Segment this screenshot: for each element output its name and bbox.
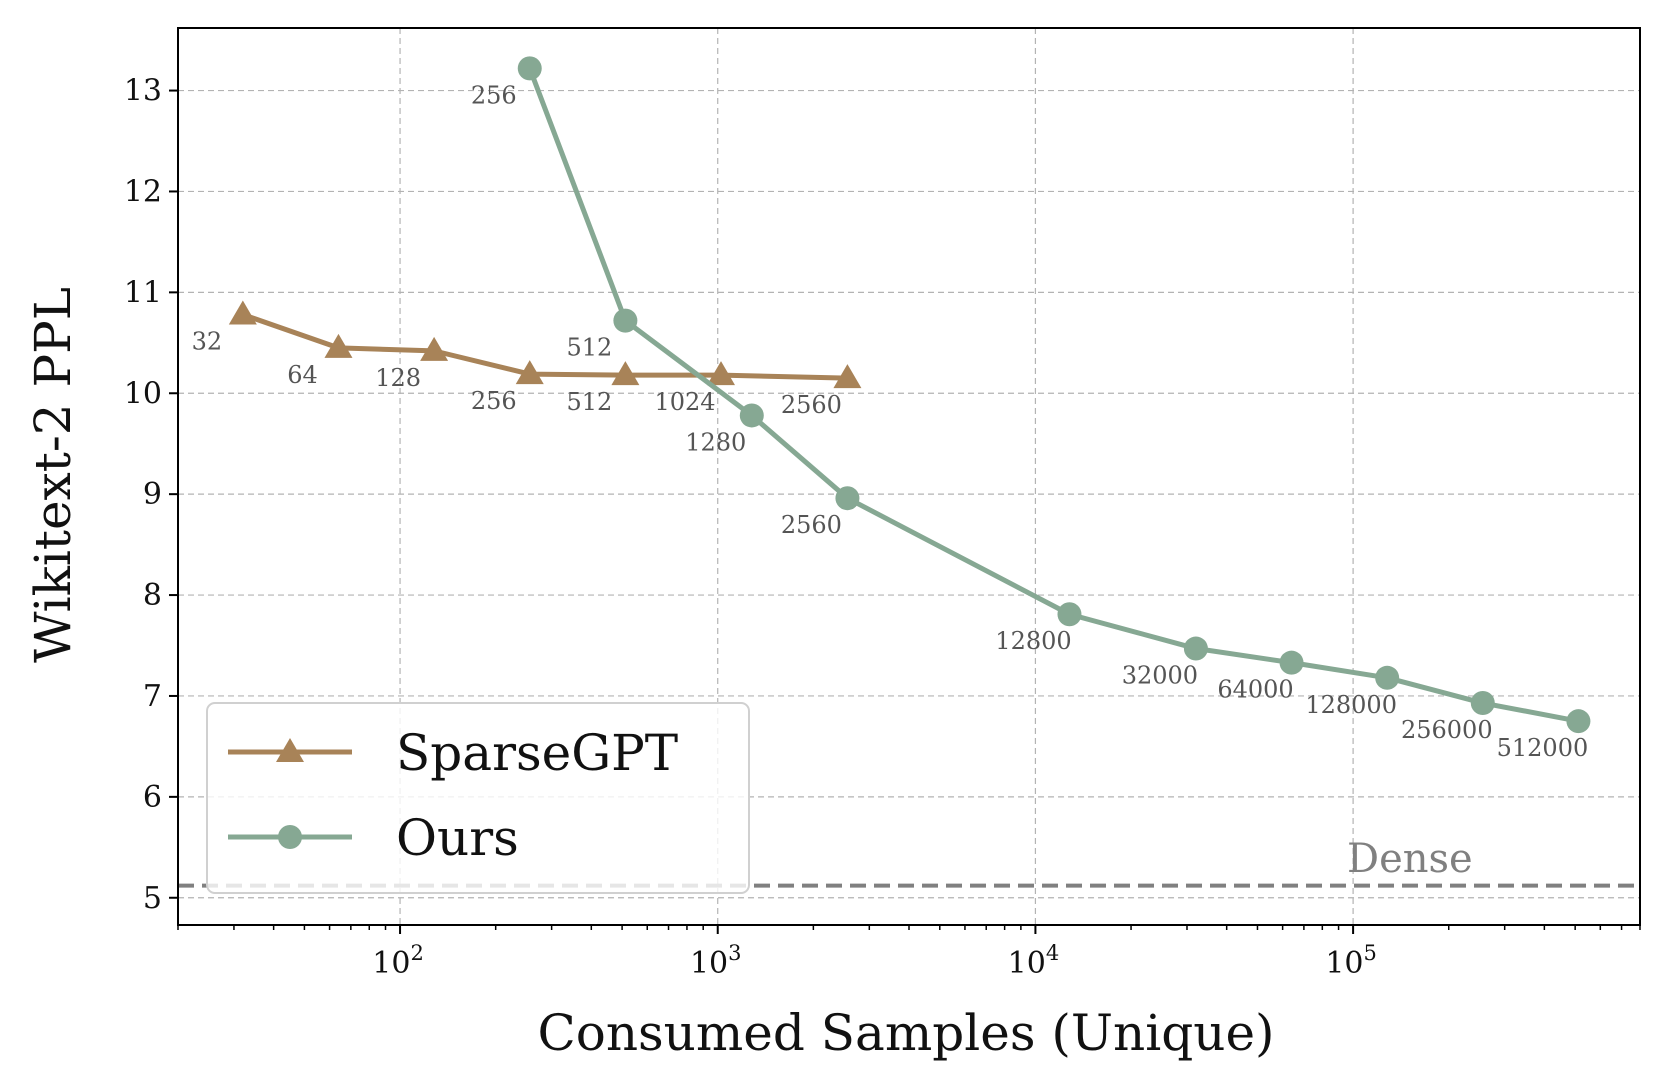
series-line [527, 67, 1579, 724]
y-tick-label: 9 [143, 477, 162, 512]
data-point [324, 333, 353, 358]
legend: SparseGPT Ours [206, 702, 750, 894]
data-point [517, 56, 542, 81]
data-label: 512 [566, 334, 612, 362]
data-point [833, 364, 862, 389]
y-tick-label: 12 [124, 174, 162, 209]
y-tick-label: 8 [143, 578, 162, 613]
data-label: 256 [471, 81, 517, 109]
legend-ours-label: Ours [396, 809, 519, 867]
data-label: 2560 [781, 511, 842, 539]
data-point [420, 336, 449, 361]
y-axis-title: Wikitext-2 PPL [24, 287, 82, 663]
data-point [835, 486, 860, 511]
data-label: 512 [566, 388, 612, 416]
series-group [228, 56, 1591, 734]
legend-sparsegpt-label: SparseGPT [396, 724, 678, 782]
data-label: 32 [192, 328, 223, 356]
point-labels: 32 64 128 256 512 1024 2560 256 512 1280 2560 12800… [192, 81, 1589, 762]
dense-label: Dense [1347, 836, 1473, 882]
y-tick-label: 10 [124, 376, 162, 411]
y-tick-label: 13 [124, 74, 162, 109]
data-point [1566, 709, 1591, 734]
data-point [1057, 602, 1082, 627]
data-label: 128000 [1305, 691, 1397, 719]
x-tick-label: 105 [1325, 941, 1377, 981]
data-label: 64000 [1217, 676, 1293, 704]
data-label: 32000 [1122, 662, 1198, 690]
data-point [1470, 691, 1495, 716]
x-tick-label: 102 [372, 941, 424, 981]
y-tick-label: 7 [143, 679, 162, 714]
data-label: 64 [287, 361, 318, 389]
y-tick-label: 11 [124, 275, 162, 310]
x-axis-title: Consumed Samples (Unique) [537, 1004, 1274, 1062]
legend-ours-marker [278, 825, 302, 849]
axis-ticks: 5 6 7 8 9 10 11 12 13 102 103 104 105 [124, 74, 1641, 981]
data-point [611, 361, 640, 386]
data-label: 128 [375, 364, 421, 392]
series-ours [517, 56, 1591, 734]
data-label: 1024 [654, 388, 715, 416]
data-point [739, 403, 764, 428]
legend-sparsegpt-marker [276, 738, 304, 762]
x-tick-label: 103 [690, 941, 742, 981]
data-label: 12800 [995, 627, 1071, 655]
data-point [1375, 665, 1400, 690]
series-sparsegpt [228, 300, 862, 389]
data-point [515, 360, 544, 385]
data-point [1183, 636, 1208, 661]
data-label: 1280 [685, 428, 746, 456]
x-tick-label: 104 [1008, 941, 1060, 981]
data-point [707, 361, 736, 386]
y-tick-label: 5 [143, 881, 162, 916]
data-label: 256 [471, 387, 517, 415]
data-point [228, 300, 257, 325]
y-tick-label: 6 [143, 780, 162, 815]
data-label: 256000 [1401, 716, 1493, 744]
data-label: 2560 [781, 391, 842, 419]
data-point [1279, 650, 1304, 675]
data-point [613, 308, 638, 333]
data-label: 512000 [1497, 734, 1589, 762]
